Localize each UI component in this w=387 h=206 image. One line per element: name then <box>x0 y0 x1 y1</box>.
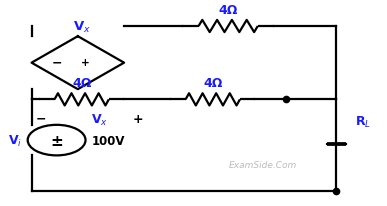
Text: +: + <box>81 57 90 67</box>
Text: V$_x$: V$_x$ <box>73 20 91 35</box>
Text: −: − <box>36 112 46 125</box>
Text: 100V: 100V <box>91 134 125 147</box>
Text: 4Ω: 4Ω <box>72 77 91 90</box>
Text: −: − <box>51 56 62 69</box>
Text: +: + <box>132 112 143 125</box>
Text: 4Ω: 4Ω <box>219 4 238 17</box>
Text: 4Ω: 4Ω <box>203 77 223 90</box>
Text: ExamSide.Com: ExamSide.Com <box>229 160 297 169</box>
Text: ±: ± <box>50 133 63 148</box>
Text: R$_L$: R$_L$ <box>355 115 372 130</box>
Text: V$_i$: V$_i$ <box>8 133 22 148</box>
Text: V$_x$: V$_x$ <box>91 112 108 127</box>
